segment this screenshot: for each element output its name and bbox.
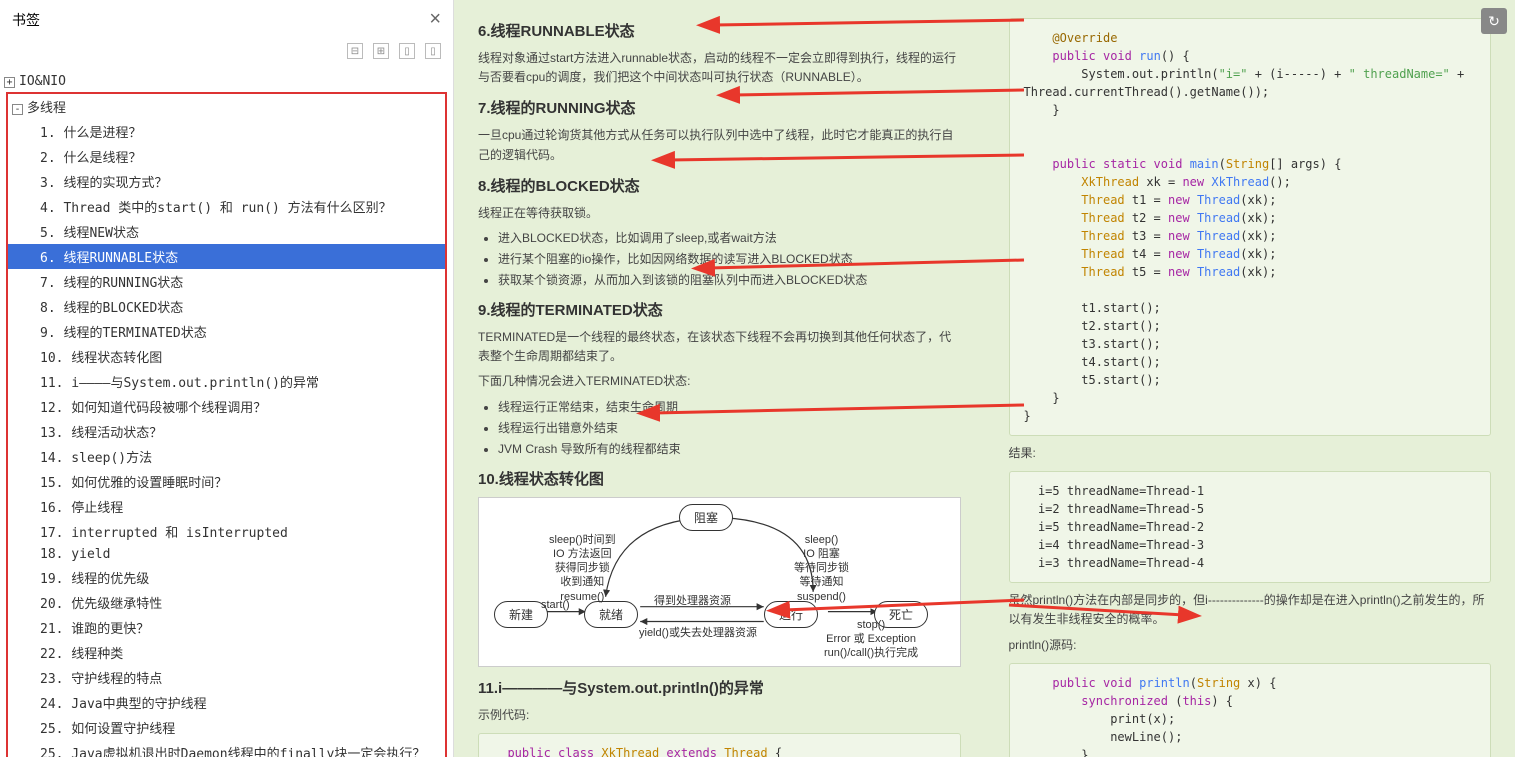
code-block: public void println(String x) { synchron… (1009, 663, 1492, 757)
tree-item[interactable]: 23. 守护线程的特点 (8, 665, 445, 690)
tree-item[interactable]: 9. 线程的TERMINATED状态 (8, 319, 445, 344)
tree-item[interactable]: 17. interrupted 和 isInterrupted (8, 519, 445, 544)
para: TERMINATED是一个线程的最终状态，在该状态下线程不会再切换到其他任何状态… (478, 328, 961, 366)
para: 线程对象通过start方法进入runnable状态，启动的线程不一定会立即得到执… (478, 49, 961, 87)
heading-8: 8.线程的BLOCKED状态 (478, 175, 961, 196)
collapse-icon[interactable]: ⊟ (347, 43, 363, 59)
heading-10: 10.线程状态转化图 (478, 468, 961, 489)
tree-item[interactable]: 10. 线程状态转化图 (8, 344, 445, 369)
list: 线程运行正常结束，结束生命周期 线程运行出错意外结束 JVM Crash 导致所… (498, 398, 961, 458)
list-item: 线程运行出错意外结束 (498, 419, 961, 437)
history-icon[interactable]: ↻ (1481, 8, 1507, 34)
para: 下面几种情况会进入TERMINATED状态: (478, 372, 961, 391)
heading-11: 11.i————与System.out.println()的异常 (478, 677, 961, 698)
heading-9: 9.线程的TERMINATED状态 (478, 299, 961, 320)
bookmark-tree: +IO&NIO -多线程 1. 什么是进程？2. 什么是线程？3. 线程的实现方… (0, 67, 453, 757)
tree-item[interactable]: 6. 线程RUNNABLE状态 (8, 244, 445, 269)
tree-item[interactable]: 12. 如何知道代码段被哪个线程调用？ (8, 394, 445, 419)
bookmark-alt-icon[interactable]: ▯ (425, 43, 441, 59)
document-content: ↻ 6.线程RUNNABLE状态 线程对象通过start方法进入runnable… (454, 0, 1515, 757)
tree-item[interactable]: 20. 优先级继承特性 (8, 590, 445, 615)
list-item: 获取某个锁资源，从而加入到该锁的阻塞队列中而进入BLOCKED状态 (498, 271, 961, 289)
list-item: JVM Crash 导致所有的线程都结束 (498, 440, 961, 458)
diagram-label: sleep() IO 阻塞 等待同步锁 等待通知 suspend() (794, 533, 849, 604)
diagram-node-block: 阻塞 (679, 504, 733, 531)
tree-item[interactable]: 21. 谁跑的更快？ (8, 615, 445, 640)
left-column: 6.线程RUNNABLE状态 线程对象通过start方法进入runnable状态… (454, 0, 985, 757)
tree-item[interactable]: 8. 线程的BLOCKED状态 (8, 294, 445, 319)
diagram-label: stop() Error 或 Exception run()/call()执行完… (824, 618, 918, 661)
tree-item[interactable]: 25. Java虚拟机退出时Daemon线程中的finally块一定会执行？ (8, 740, 445, 757)
tree-item[interactable]: 11. i————与System.out.println()的异常 (8, 369, 445, 394)
close-icon[interactable]: × (429, 8, 441, 31)
sidebar-header: 书签 × (0, 0, 453, 39)
para: println()源码: (1009, 636, 1492, 655)
para: 示例代码: (478, 706, 961, 725)
tree-item[interactable]: 22. 线程种类 (8, 640, 445, 665)
tree-item[interactable]: 5. 线程NEW状态 (8, 219, 445, 244)
list-item: 线程运行正常结束，结束生命周期 (498, 398, 961, 416)
expand-icon[interactable]: ⊞ (373, 43, 389, 59)
tree-item[interactable]: 2. 什么是线程？ (8, 144, 445, 169)
tree-node-thread[interactable]: -多线程 (8, 94, 445, 119)
list: 进入BLOCKED状态，比如调用了sleep,或者wait方法 进行某个阻塞的i… (498, 229, 961, 289)
code-block: i=5 threadName=Thread-1 i=2 threadName=T… (1009, 471, 1492, 583)
diagram-node-run: 运行 (764, 601, 818, 628)
diagram-label: sleep()时间到 IO 方法返回 获得同步锁 收到通知 resume() (549, 533, 616, 604)
tree-item[interactable]: 16. 停止线程 (8, 494, 445, 519)
code-block: public class XkThread extends Thread { p… (478, 733, 961, 757)
tree-node-io[interactable]: +IO&NIO (0, 71, 453, 92)
tree-item[interactable]: 14. sleep()方法 (8, 444, 445, 469)
diagram-node-new: 新建 (494, 601, 548, 628)
list-item: 进行某个阻塞的io操作，比如因网络数据的读写进入BLOCKED状态 (498, 250, 961, 268)
highlighted-section: -多线程 1. 什么是进程？2. 什么是线程？3. 线程的实现方式？4. Thr… (6, 92, 447, 757)
bookmark-icon[interactable]: ▯ (399, 43, 415, 59)
right-column: @Override public void run() { System.out… (985, 0, 1515, 757)
heading-6: 6.线程RUNNABLE状态 (478, 20, 961, 41)
tree-item[interactable]: 19. 线程的优先级 (8, 565, 445, 590)
tree-item[interactable]: 4. Thread 类中的start() 和 run() 方法有什么区别？ (8, 194, 445, 219)
para: 虽然println()方法在内部是同步的，但i--------------的操作… (1009, 591, 1492, 629)
heading-7: 7.线程的RUNNING状态 (478, 97, 961, 118)
expander-icon[interactable]: - (12, 104, 23, 115)
para: 线程正在等待获取锁。 (478, 204, 961, 223)
tree-item[interactable]: 15. 如何优雅的设置睡眠时间？ (8, 469, 445, 494)
tree-item[interactable]: 24. Java中典型的守护线程 (8, 690, 445, 715)
sidebar-title: 书签 (12, 10, 40, 30)
list-item: 进入BLOCKED状态，比如调用了sleep,或者wait方法 (498, 229, 961, 247)
tree-item[interactable]: 7. 线程的RUNNING状态 (8, 269, 445, 294)
bookmarks-sidebar: 书签 × ⊟ ⊞ ▯ ▯ +IO&NIO -多线程 1. 什么是进程？2. 什么… (0, 0, 454, 757)
diagram-label: yield()或失去处理器资源 (639, 626, 757, 640)
tree-item[interactable]: 3. 线程的实现方式？ (8, 169, 445, 194)
tree-item[interactable]: 25. 如何设置守护线程 (8, 715, 445, 740)
expander-icon[interactable]: + (4, 77, 15, 88)
result-label: 结果: (1009, 444, 1492, 463)
tree-item[interactable]: 1. 什么是进程？ (8, 119, 445, 144)
state-diagram: 阻塞 新建 就绪 运行 死亡 start() sleep()时间到 IO 方法返… (478, 497, 961, 667)
code-block: @Override public void run() { System.out… (1009, 18, 1492, 436)
tree-item[interactable]: 13. 线程活动状态？ (8, 419, 445, 444)
diagram-label: 得到处理器资源 (654, 594, 731, 608)
tree-item[interactable]: 18. yield (8, 544, 445, 565)
para: 一旦cpu通过轮询货其他方式从任务可以执行队列中选中了线程，此时它才能真正的执行… (478, 126, 961, 164)
sidebar-toolbar: ⊟ ⊞ ▯ ▯ (0, 39, 453, 67)
diagram-node-ready: 就绪 (584, 601, 638, 628)
